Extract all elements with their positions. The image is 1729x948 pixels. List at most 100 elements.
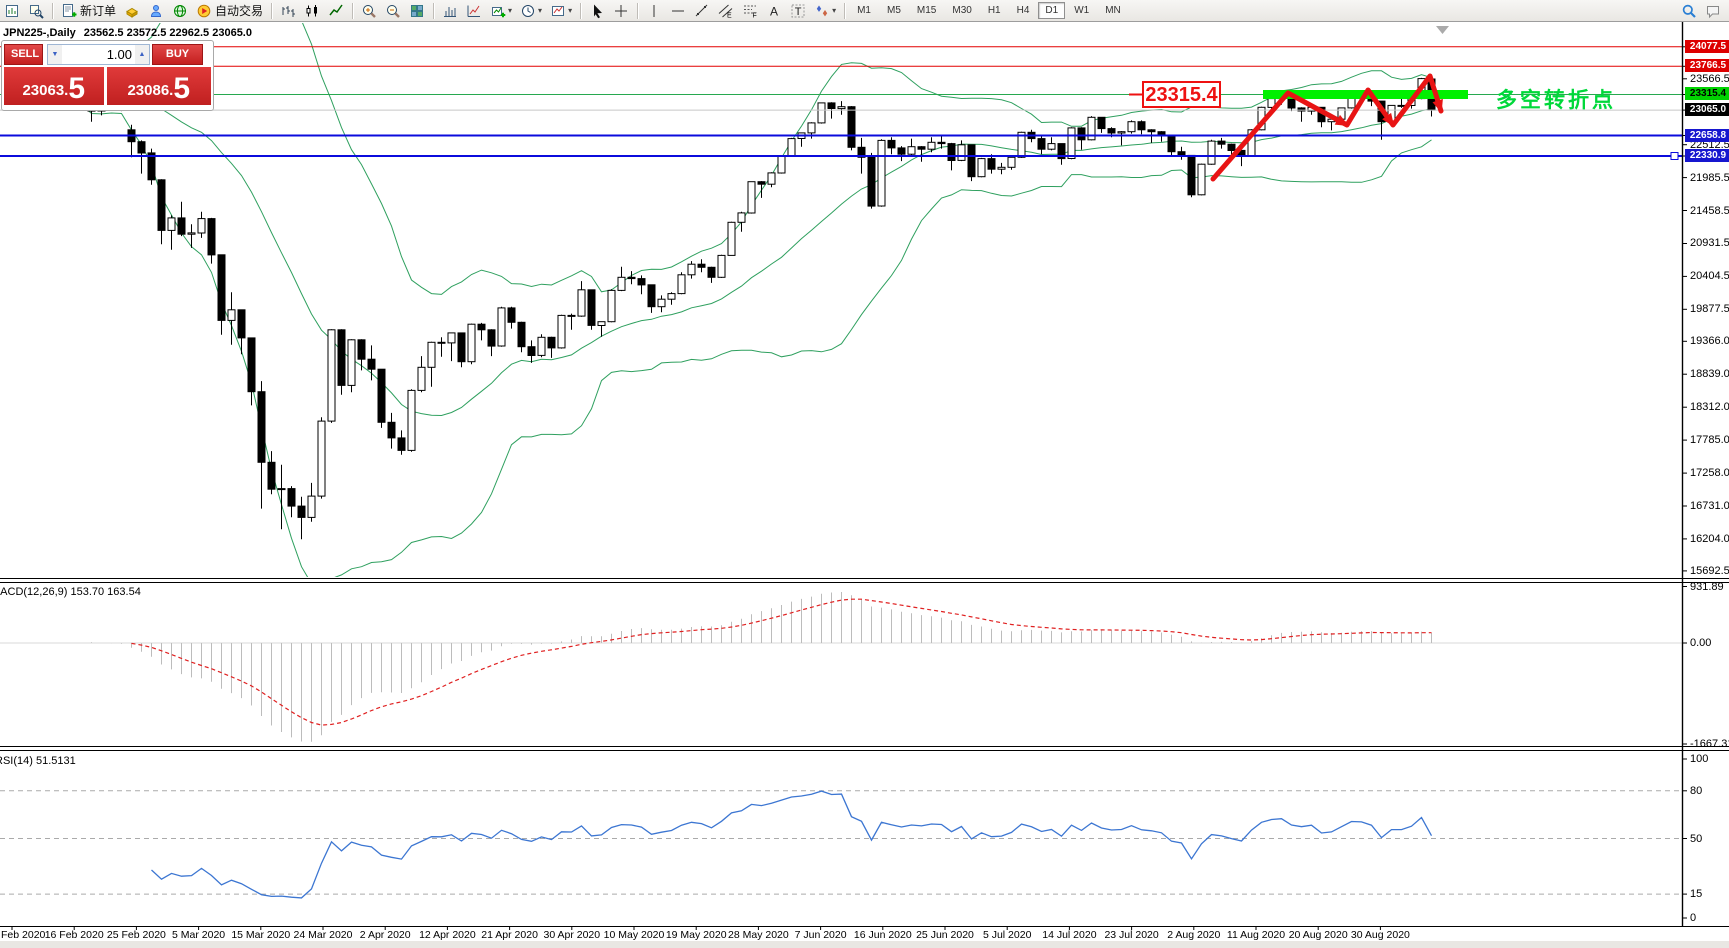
sell-price[interactable]: 23063. 5 (4, 67, 104, 105)
rsi-indicator-label: RSI(14) 51.5131 (0, 755, 76, 767)
line-chart-icon[interactable] (325, 1, 347, 20)
profiles-icon[interactable] (25, 1, 47, 20)
zoom-out-icon[interactable] (382, 1, 404, 20)
date-axis-label: 2 Aug 2020 (1167, 929, 1221, 941)
price-badge: 24077.5 (1685, 39, 1729, 53)
price-axis-tick: 18312.0 (1690, 401, 1729, 414)
fibonacci-icon[interactable]: F (739, 1, 761, 20)
price-axis-tick: 19366.0 (1690, 335, 1729, 348)
zoom-in-icon[interactable] (358, 1, 380, 20)
date-axis-label: 16 Jun 2020 (853, 929, 912, 941)
buy-button[interactable]: BUY (152, 43, 203, 65)
timeframe-button-m30[interactable]: M30 (952, 5, 972, 16)
add-indicator-icon-dropdown[interactable]: ▾ (508, 6, 513, 15)
chat-icon[interactable] (1702, 1, 1724, 20)
svg-text:A: A (770, 4, 778, 18)
rsi-axis-label: 80 (1690, 784, 1703, 797)
equidistant-channel-icon[interactable]: E (715, 1, 737, 20)
market-watch-icon[interactable] (121, 1, 143, 20)
date-axis-label: 25 Feb 2020 (106, 929, 166, 941)
auto-arrange-icon[interactable] (439, 1, 461, 20)
arrows-icon-dropdown[interactable]: ▾ (832, 6, 837, 15)
date-axis-label: Feb 2020 (1, 929, 46, 941)
macd-indicator-label: MACD(12,26,9) 153.70 163.54 (0, 586, 141, 598)
text-icon[interactable]: A (763, 1, 785, 20)
period-selector-icon-dropdown[interactable]: ▾ (538, 6, 543, 15)
price-axis-tick: 19877.5 (1690, 303, 1729, 316)
timeframe-button-m5[interactable]: M5 (887, 5, 901, 16)
date-axis-label: 21 Apr 2020 (481, 929, 538, 941)
text-label-icon[interactable]: T (787, 1, 809, 20)
toolbar-separator (433, 2, 435, 19)
rsi-pane (0, 790, 1682, 899)
line-handle[interactable] (1670, 152, 1679, 160)
toolbar-separator (352, 2, 354, 19)
zigzag-annotation[interactable] (1210, 73, 1444, 182)
data-grid-icon[interactable] (463, 1, 485, 20)
turning-point-annotation: 多空转折点 (1496, 87, 1616, 112)
new-order-button[interactable]: 新订单 (58, 1, 119, 20)
vertical-line-icon[interactable] (643, 1, 665, 20)
data-window-icon[interactable] (145, 1, 167, 20)
template-icon[interactable]: ▾ (547, 1, 575, 20)
date-axis-label: 24 Mar 2020 (293, 929, 353, 941)
new-order-button-label: 新订单 (80, 4, 117, 18)
ohlc-values: 23562.5 23572.5 22962.5 23065.0 (83, 27, 252, 39)
date-axis-label: 19 May 2020 (665, 929, 727, 941)
period-selector-icon[interactable]: ▾ (517, 1, 545, 20)
toolbar-separator (271, 2, 273, 19)
navigator-icon[interactable] (169, 1, 191, 20)
auto-trading-button[interactable]: 自动交易 (193, 1, 266, 20)
svg-text:T: T (795, 6, 802, 18)
crosshair-icon[interactable] (610, 1, 632, 20)
macd-axis-label: 931.89 (1690, 580, 1724, 593)
rsi-axis-label: 15 (1690, 888, 1703, 901)
add-indicator-icon[interactable]: ▾ (487, 1, 515, 20)
bar-chart-icon[interactable] (277, 1, 299, 20)
search-icon[interactable] (1678, 1, 1700, 20)
date-axis-label: 14 Jul 2020 (1042, 929, 1097, 941)
template-icon-dropdown[interactable]: ▾ (568, 6, 573, 15)
horizontal-line-icon[interactable] (667, 1, 689, 20)
price-badge: 23315.4 (1685, 87, 1729, 101)
timeframe-button-w1[interactable]: W1 (1074, 5, 1090, 16)
volume-stepper: ▼ ▲ (47, 43, 150, 65)
chart-shift-marker[interactable] (1436, 26, 1449, 34)
tile-windows-icon[interactable] (406, 1, 428, 20)
date-axis-label: 11 Aug 2020 (1226, 929, 1286, 941)
timeframe-button-m15[interactable]: M15 (916, 5, 937, 16)
timeframe-button-mn[interactable]: MN (1105, 5, 1121, 16)
trendline-icon[interactable] (691, 1, 713, 20)
buy-price[interactable]: 23086. 5 (106, 67, 211, 105)
new-chart-icon[interactable] (1, 1, 23, 20)
timeframe-button-m1[interactable]: M1 (857, 5, 871, 16)
arrows-icon[interactable]: ▾ (811, 1, 839, 20)
svg-text:F: F (753, 12, 757, 19)
timeframe-button-d1[interactable]: D1 (1038, 2, 1066, 19)
timeframe-button-h1[interactable]: H1 (987, 5, 1001, 16)
volume-decrease-button[interactable]: ▼ (48, 44, 62, 64)
cursor-icon[interactable] (586, 1, 608, 20)
date-axis-label: 5 Jul 2020 (982, 929, 1032, 941)
macd-axis-label: 0.00 (1690, 637, 1712, 649)
date-axis-label: 15 Mar 2020 (231, 929, 291, 941)
window-bottom-strip (0, 941, 1729, 948)
volume-increase-button[interactable]: ▲ (135, 44, 149, 64)
bollinger-upper (51, 23, 1432, 295)
date-axis-label: 7 Jun 2020 (794, 929, 847, 941)
date-axis-label: 12 Apr 2020 (419, 929, 476, 941)
level-price-label[interactable]: 23315.4 (1129, 81, 1221, 108)
macd-pane (0, 592, 1682, 742)
sell-button[interactable]: SELL (4, 43, 43, 65)
main-pane: 23315.4 (0, 23, 1682, 577)
date-axis-label: 20 Aug 2020 (1288, 929, 1348, 941)
volume-input[interactable] (62, 44, 135, 64)
price-axis-tick: 21458.5 (1690, 204, 1729, 217)
price-axis[interactable]: 23566.5 22512.5 21985.5 21458.5 20931.5 20404… (1684, 22, 1729, 927)
date-axis-label: 10 May 2020 (603, 929, 665, 941)
candlestick-chart-icon[interactable] (301, 1, 323, 20)
timeframe-button-h4[interactable]: H4 (1016, 5, 1030, 16)
price-axis-tick: 20404.5 (1690, 270, 1729, 283)
